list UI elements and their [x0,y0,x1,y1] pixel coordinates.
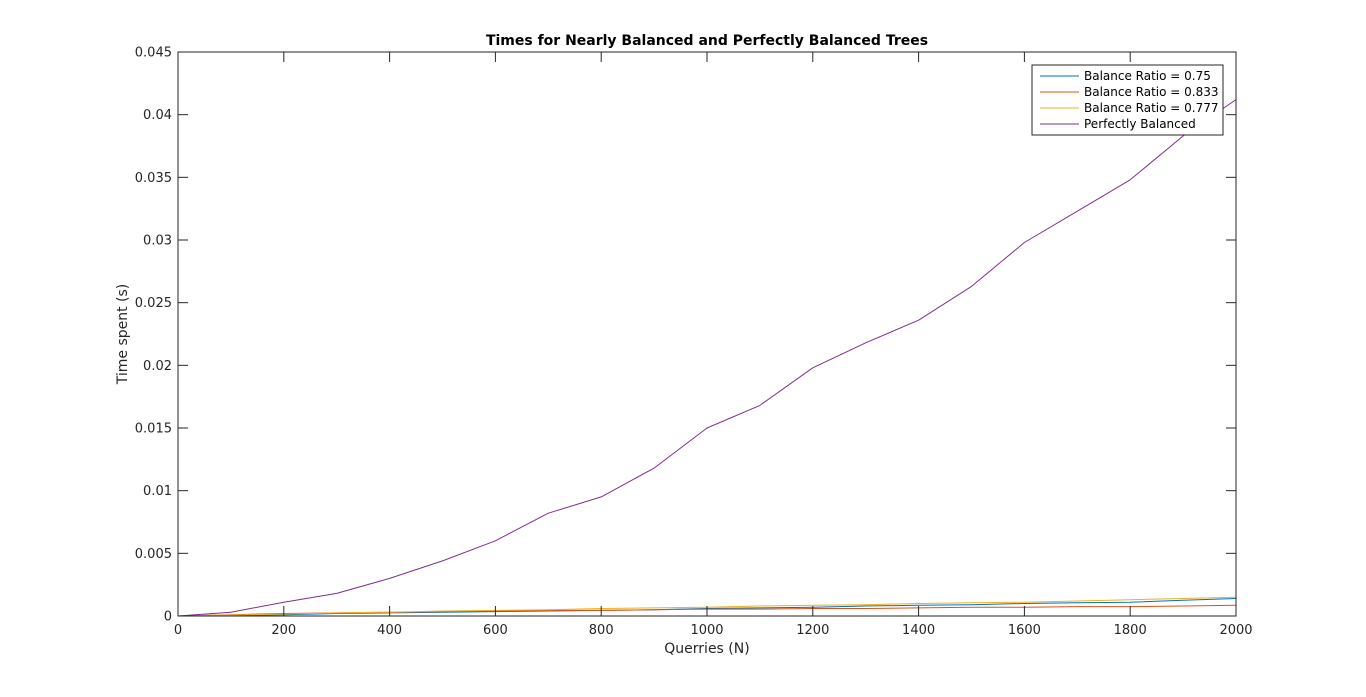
legend-label: Perfectly Balanced [1084,117,1196,131]
y-tick-label: 0.025 [135,296,172,311]
x-tick-label: 1600 [1008,623,1041,638]
x-tick-label: 0 [174,623,182,638]
y-tick-label: 0.005 [135,547,172,562]
legend-box [1031,64,1224,136]
x-tick-label: 2000 [1219,623,1252,638]
y-tick-label: 0.015 [135,422,172,437]
y-tick-label: 0 [164,610,172,625]
plot-area [178,52,1236,616]
y-tick-label: 0.045 [135,46,172,61]
x-tick-label: 1800 [1114,623,1147,638]
x-tick-label: 200 [271,623,296,638]
y-tick-label: 0.04 [143,108,172,123]
legend-label: Balance Ratio = 0.777 [1084,101,1219,115]
x-tick-label: 800 [589,623,614,638]
y-axis-label: Time spent (s) [115,284,131,386]
y-tick-label: 0.02 [143,359,172,374]
y-tick-label: 0.01 [143,484,172,499]
x-tick-label: 400 [377,623,402,638]
y-tick-label: 0.035 [135,171,172,186]
series-line-perfectly-balanced [177,99,1237,617]
x-tick-label: 1200 [796,623,829,638]
chart-title: Times for Nearly Balanced and Perfectly … [486,33,928,49]
x-tick-label: 1400 [902,623,935,638]
legend-label: Balance Ratio = 0.75 [1084,69,1211,83]
x-axis-label: Querries (N) [664,641,749,657]
y-tick-label: 0.03 [143,234,172,249]
y-axis: 0 0.005 0.01 0.015 0.02 0.025 0.03 0.035 0.04 0.0… [135,46,1236,625]
legend-label: Balance Ratio = 0.833 [1084,85,1219,99]
x-axis: 0 200 400 600 800 1000 1200 1400 1600 1800 2000 [174,52,1253,638]
x-tick-label: 1000 [690,623,723,638]
x-tick-label: 600 [483,623,508,638]
legend: Balance Ratio = 0.75 Balance Ratio = 0.83… [1031,64,1224,136]
